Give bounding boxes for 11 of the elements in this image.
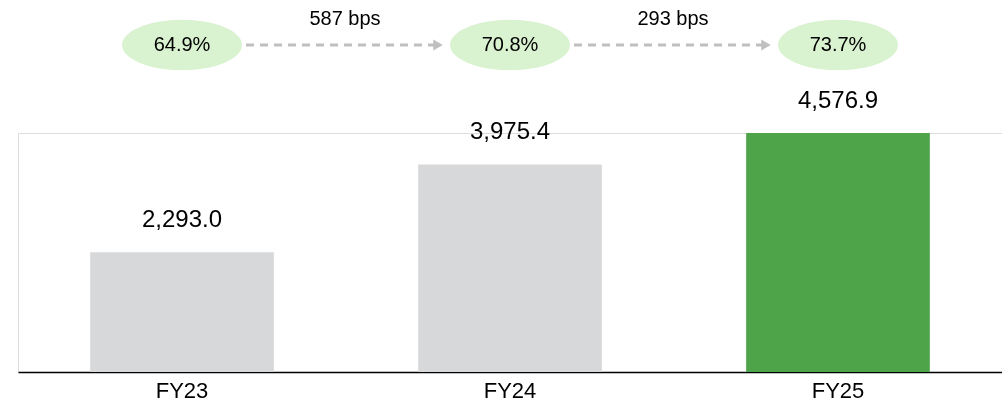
text: 587 bps: [309, 7, 381, 29]
x-tick-label: FY24: [483, 377, 537, 403]
text: 70.8%: [481, 33, 539, 55]
x-tick-label: FY25: [811, 377, 865, 403]
x-tick-label: FY23: [155, 377, 209, 403]
text: 64.9%: [153, 33, 211, 55]
data-label: 3,975.4: [469, 117, 551, 145]
data-label: 2,293.0: [141, 205, 223, 233]
data-label: 4,576.9: [797, 86, 879, 113]
text: 293 bps: [637, 7, 709, 29]
text: 73.7%: [809, 33, 867, 55]
